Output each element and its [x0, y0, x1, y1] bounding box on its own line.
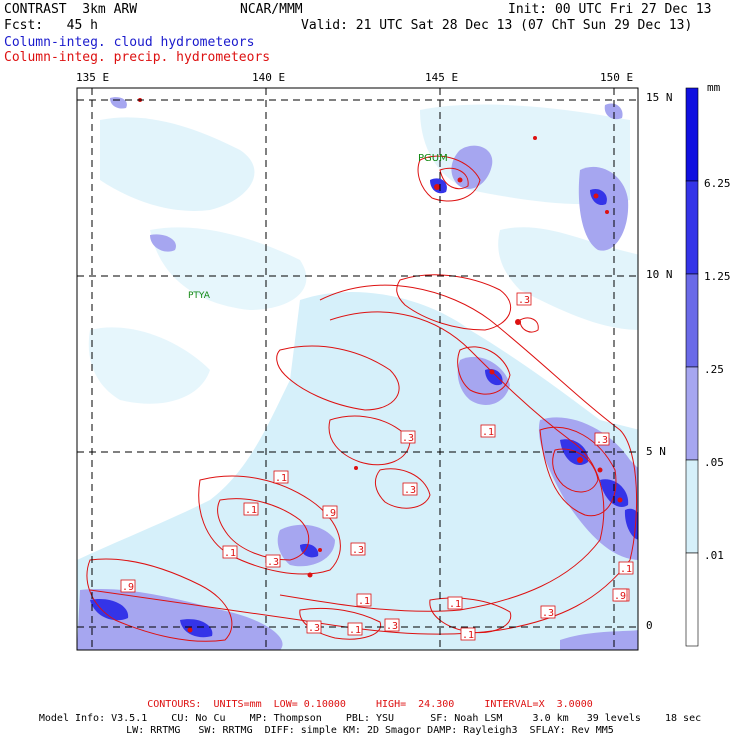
lat-label-10: 10 N [646, 268, 673, 281]
contour-label: .3 [516, 292, 532, 306]
svg-text:.9: .9 [614, 591, 626, 602]
contour-label: .1 [618, 561, 634, 575]
svg-text:.1: .1 [224, 548, 236, 559]
colorbar-segment [685, 366, 699, 461]
contour-label: .3 [306, 620, 322, 634]
station-label-ptya: PTYA [188, 291, 211, 301]
svg-text:.1: .1 [482, 427, 494, 438]
model-info-line1: Model Info: V3.5.1 CU: No Cu MP: Thompso… [38, 713, 702, 724]
contour-label: .1 [460, 627, 476, 641]
model-info-line2: LW: RRTMG SW: RRTMG DIFF: simple KM: 2D … [126, 725, 614, 736]
svg-text:.3: .3 [518, 295, 530, 306]
svg-text:.1: .1 [620, 564, 632, 575]
colorbar-segment [685, 273, 699, 368]
svg-text:.1: .1 [449, 599, 461, 610]
contour-label: .1 [273, 470, 289, 484]
svg-text:.1: .1 [275, 473, 287, 484]
svg-text:.3: .3 [402, 433, 414, 444]
contours-info: CONTOURS: UNITS=mm LOW= 0.10000 HIGH= 24… [147, 699, 593, 710]
svg-text:.3: .3 [596, 435, 608, 446]
valid-time: Valid: 21 UTC Sat 28 Dec 13 (07 ChT Sun … [301, 18, 693, 33]
plot-title: CONTRAST 3km ARW [4, 2, 138, 17]
colorbar-segment [685, 552, 699, 647]
forecast-hour: Fcst: 45 h [4, 18, 98, 33]
station-label-pgum: PGUM [418, 153, 448, 164]
colorbar-label-0.05: .05 [704, 456, 724, 469]
contour-label: .9 [120, 579, 136, 593]
contour-label: .3 [402, 482, 418, 496]
colorbar-segment [685, 180, 699, 275]
svg-text:.9: .9 [122, 582, 134, 593]
lon-label-135: 135 E [76, 71, 110, 84]
svg-text:.3: .3 [386, 621, 398, 632]
cloud-shading-medium [77, 97, 638, 650]
lon-label-140: 140 E [252, 71, 286, 84]
colorbar-label-1.25: 1.25 [704, 270, 731, 283]
colorbar [685, 87, 699, 647]
center-label: NCAR/MMM [240, 2, 303, 17]
colorbar-segment [685, 459, 699, 554]
lat-label-5: 5 N [646, 445, 666, 458]
svg-text:.1: .1 [349, 625, 361, 636]
svg-text:.3: .3 [267, 557, 279, 568]
colorbar-segment [685, 87, 699, 182]
lon-label-145: 145 E [425, 71, 459, 84]
colorbar-unit: mm [707, 81, 721, 94]
colorbar-label-6.25: 6.25 [704, 177, 731, 190]
contour-label: .1 [243, 502, 259, 516]
contour-label: .3 [400, 430, 416, 444]
field-cloud-label: Column-integ. cloud hydrometeors [4, 35, 255, 50]
lat-label-15: 15 N [646, 91, 673, 104]
svg-text:.3: .3 [404, 485, 416, 496]
contour-labels: .3.3.3.1.3.1.9.1.3.9.1.1.3.9.3.3.1.1.1.9… [120, 292, 634, 641]
svg-text:.1: .1 [358, 596, 370, 607]
lon-label-150: 150 E [600, 71, 634, 84]
svg-text:.3: .3 [308, 623, 320, 634]
contour-label: .3 [594, 432, 610, 446]
colorbar-label-0.25: .25 [704, 363, 724, 376]
init-time: Init: 00 UTC Fri 27 Dec 13 [508, 2, 712, 17]
contour-label: .1 [347, 622, 363, 636]
contour-label: .3 [350, 542, 366, 556]
contour-label: .9 [612, 588, 628, 602]
field-precip-label: Column-integ. precip. hydrometeors [4, 50, 271, 65]
contour-label: .1 [356, 593, 372, 607]
precip-cores [138, 98, 623, 633]
contour-label: .3 [265, 554, 281, 568]
map-frame [76, 87, 639, 651]
svg-text:.1: .1 [462, 630, 474, 641]
contour-label: .1 [447, 596, 463, 610]
colorbar-label-0.01: .01 [704, 549, 724, 562]
contour-label: .9 [322, 505, 338, 519]
contour-label: .1 [222, 545, 238, 559]
contour-label: .3 [540, 605, 556, 619]
svg-text:.1: .1 [245, 505, 257, 516]
svg-text:.9: .9 [324, 508, 336, 519]
contour-label: .1 [480, 424, 496, 438]
contour-label: .3 [384, 618, 400, 632]
lat-label-0: 0 [646, 619, 653, 632]
svg-text:.3: .3 [352, 545, 364, 556]
svg-text:.3: .3 [542, 608, 554, 619]
